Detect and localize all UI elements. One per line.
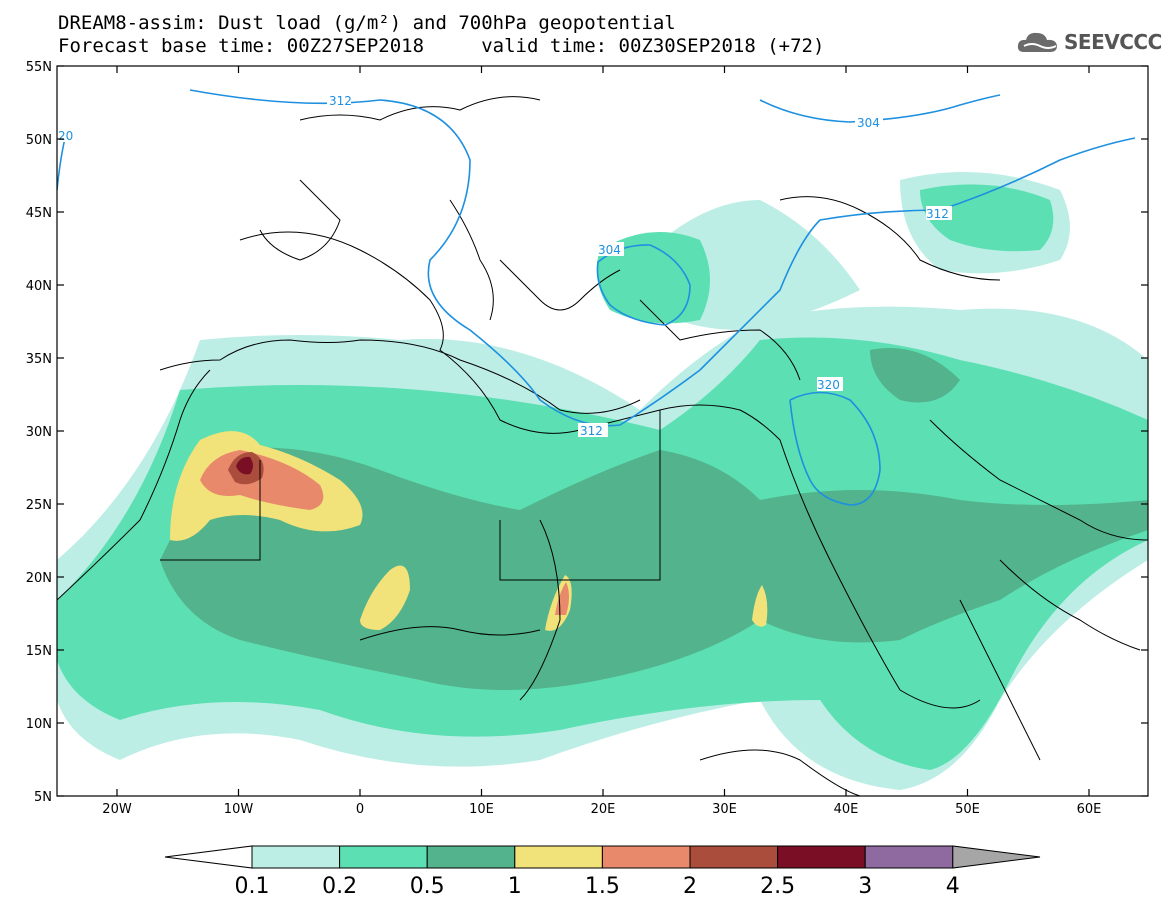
contour-label: 20 bbox=[58, 129, 73, 143]
colorbar-label: 1 bbox=[508, 874, 522, 899]
colorbar-swatch bbox=[426, 845, 516, 869]
dust-fields bbox=[57, 172, 1148, 790]
latitude-axis: 55N 50N 45N 40N 35N 30N 25N 20N 15N 10N 5N bbox=[26, 60, 1148, 805]
contour-labels: 312 20 304 304 312 320 312 bbox=[57, 93, 952, 438]
lon-tick-label: 50E bbox=[955, 802, 980, 817]
colorbar-label: 4 bbox=[946, 874, 960, 899]
colorbar-swatch bbox=[251, 845, 341, 869]
colorbar-swatch bbox=[514, 845, 603, 869]
colorbar-swatch bbox=[339, 845, 428, 869]
lat-tick-label: 55N bbox=[26, 60, 52, 75]
colorbar-swatch bbox=[601, 845, 691, 869]
lon-tick-label: 30E bbox=[712, 802, 737, 817]
cloud-icon bbox=[1017, 32, 1057, 52]
lon-tick-label: 10W bbox=[224, 802, 254, 817]
colorbar-label: 3 bbox=[858, 874, 872, 899]
lat-tick-label: 10N bbox=[26, 717, 52, 732]
lat-tick-label: 50N bbox=[26, 133, 52, 148]
contour-label: 304 bbox=[857, 116, 880, 130]
lon-tick-label: 20E bbox=[591, 802, 616, 817]
map-subtitle: Forecast base time: 00Z27SEP2018 valid t… bbox=[58, 35, 825, 57]
lat-tick-label: 40N bbox=[26, 279, 52, 294]
colorbar-label: 0.5 bbox=[410, 874, 445, 899]
colorbar-low-arrow bbox=[164, 845, 253, 869]
lon-tick-label: 40E bbox=[834, 802, 859, 817]
lat-tick-label: 5N bbox=[34, 790, 52, 805]
colorbar-label: 0.2 bbox=[322, 874, 357, 899]
contour-label: 304 bbox=[598, 243, 621, 257]
lon-tick-label: 20W bbox=[102, 802, 132, 817]
colorbar-label: 2.5 bbox=[760, 874, 795, 899]
contour-label: 312 bbox=[926, 207, 949, 221]
lon-tick-label: 60E bbox=[1077, 802, 1102, 817]
lat-tick-label: 30N bbox=[26, 425, 52, 440]
colorbar-high-arrow bbox=[952, 845, 1041, 869]
colorbar-label: 2 bbox=[683, 874, 697, 899]
lat-tick-label: 25N bbox=[26, 498, 52, 513]
lat-tick-label: 45N bbox=[26, 206, 52, 221]
colorbar-label: 1.5 bbox=[585, 874, 620, 899]
lon-tick-label: 10E bbox=[469, 802, 494, 817]
colorbar-swatch bbox=[777, 845, 866, 869]
contour-label: 312 bbox=[580, 424, 603, 438]
lon-tick-label: 0 bbox=[356, 802, 364, 817]
map-title: DREAM8-assim: Dust load (g/m²) and 700hP… bbox=[58, 12, 676, 34]
colorbar-swatch bbox=[864, 845, 954, 869]
lat-tick-label: 35N bbox=[26, 352, 52, 367]
colorbar: 0.1 0.2 0.5 1 1.5 2 2.5 3 4 bbox=[164, 845, 1041, 899]
contour-label: 312 bbox=[329, 94, 352, 108]
colorbar-swatch bbox=[689, 845, 779, 869]
contour-label: 320 bbox=[817, 378, 840, 392]
logo: SEEVCCC bbox=[1016, 28, 1162, 56]
logo-text: SEEVCCC bbox=[1064, 30, 1162, 54]
colorbar-label: 0.1 bbox=[235, 874, 270, 899]
lat-tick-label: 15N bbox=[26, 644, 52, 659]
longitude-axis: 20W 10W 0 10E 20E 30E 40E 50E 60E bbox=[102, 66, 1101, 817]
lat-tick-label: 20N bbox=[26, 571, 52, 586]
